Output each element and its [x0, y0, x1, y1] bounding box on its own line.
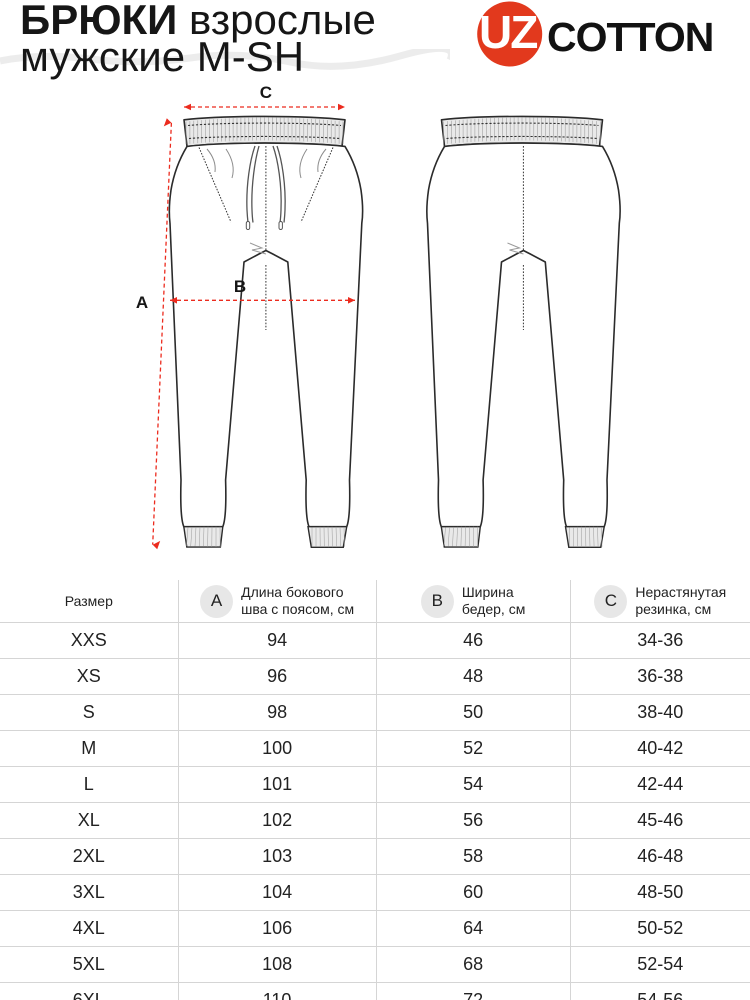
svg-text:COTTON: COTTON: [547, 14, 713, 60]
svg-text:B: B: [234, 277, 246, 296]
svg-text:A: A: [136, 293, 148, 312]
svg-text:C: C: [260, 83, 272, 102]
svg-text:UZ: UZ: [479, 6, 537, 58]
